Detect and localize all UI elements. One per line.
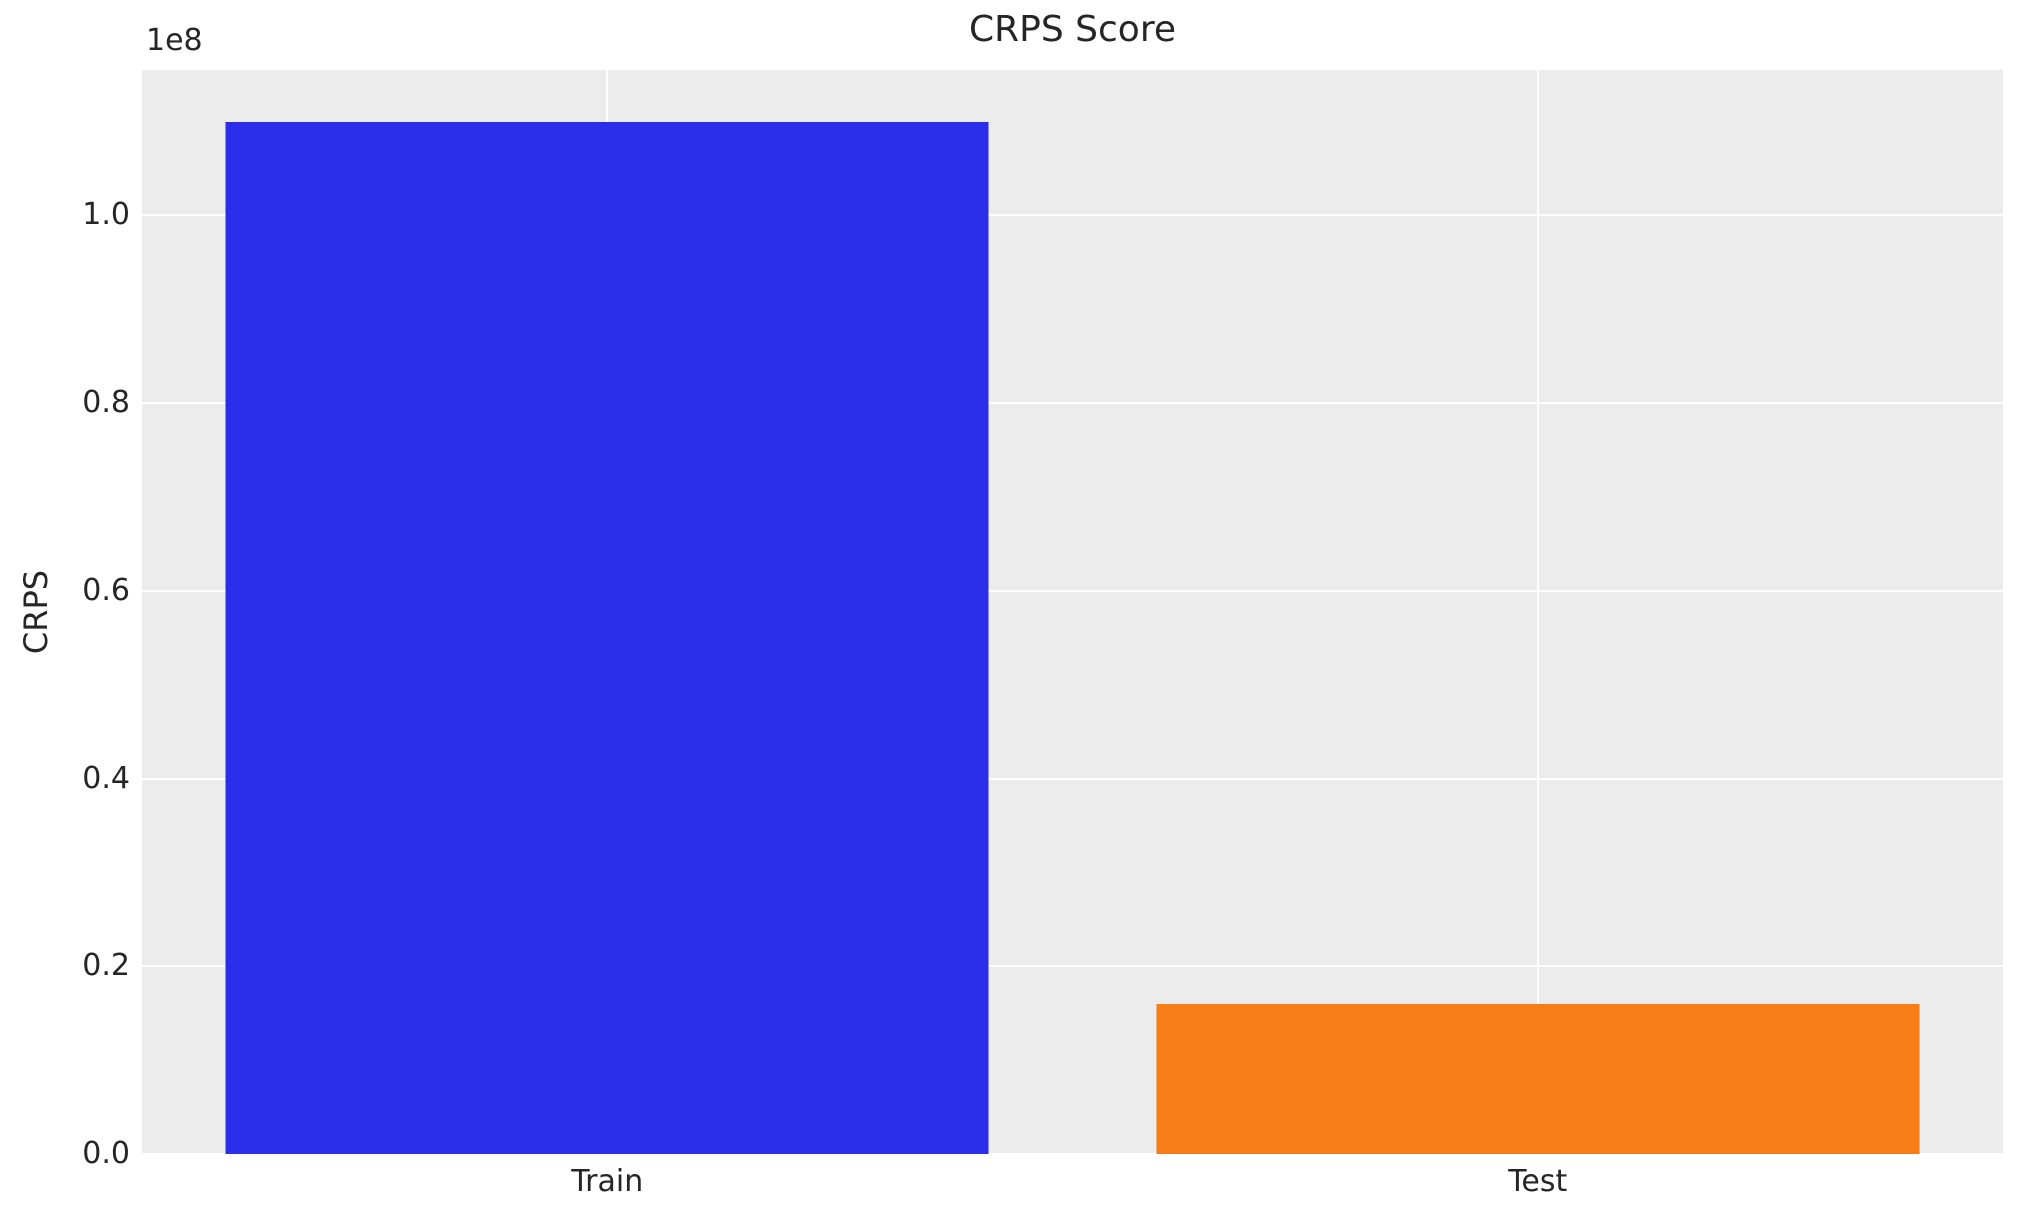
y-tick-label: 0.6 [82,572,130,608]
x-tick-label: Train [571,1164,644,1199]
horizontal-gridline [142,777,2003,780]
y-tick-label: 0.4 [82,760,130,796]
horizontal-gridline [142,402,2003,405]
y-tick-label: 1.0 [82,197,130,233]
x-tick-label: Test [1508,1164,1568,1199]
y-axis-offset-text: 1e8 [146,23,203,58]
y-tick-label: 0.8 [82,385,130,421]
y-tick-label: 0.2 [82,948,130,984]
vertical-gridline [1536,70,1539,1154]
horizontal-gridline [142,965,2003,968]
bar-train [225,121,989,1154]
chart-title: CRPS Score [969,9,1176,50]
horizontal-gridline [142,589,2003,592]
horizontal-gridline [142,1153,2003,1154]
horizontal-gridline [142,214,2003,217]
plot-area [142,70,2003,1154]
y-tick-label: 0.0 [82,1136,130,1171]
bar-test [1156,1003,1920,1154]
